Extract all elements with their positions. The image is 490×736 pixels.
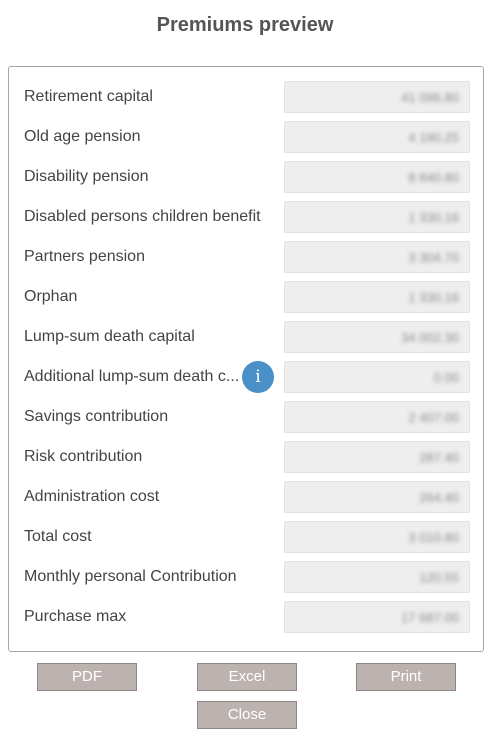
value-text: 1 330.16 xyxy=(408,290,459,305)
value-field: 2 407.00 xyxy=(284,401,470,433)
excel-button[interactable]: Excel xyxy=(197,663,297,691)
value-text: 8 840.80 xyxy=(408,170,459,185)
value-field: 41 096.80 xyxy=(284,81,470,113)
dialog-title: Premiums preview xyxy=(156,14,334,36)
value-text: 0.00 xyxy=(433,370,459,385)
row-label: Old age pension xyxy=(24,128,141,145)
value-field: 17 687.00 xyxy=(284,601,470,633)
value-text: 287.40 xyxy=(419,450,459,465)
row-old-age-pension: Old age pension 4 190.25 xyxy=(9,120,483,154)
row-disability-pension: Disability pension 8 840.80 xyxy=(9,160,483,194)
info-icon[interactable]: i xyxy=(242,361,274,393)
value-text: 34 002.30 xyxy=(401,330,459,345)
value-text: 1 330.16 xyxy=(408,210,459,225)
value-field: 1 330.16 xyxy=(284,281,470,313)
value-field: 3 304.70 xyxy=(284,241,470,273)
row-label: Disabled persons children benefit xyxy=(24,208,261,225)
premiums-panel: Retirement capital 41 096.80 Old age pen… xyxy=(8,66,484,652)
row-administration-cost: Administration cost 264.40 xyxy=(9,480,483,514)
row-label: Total cost xyxy=(24,528,92,545)
row-orphan: Orphan 1 330.16 xyxy=(9,280,483,314)
row-disabled-persons-children-benefit: Disabled persons children benefit 1 330.… xyxy=(9,200,483,234)
row-additional-lump-sum-death-capital: Additional lump-sum death c... i 0.00 xyxy=(9,360,483,394)
value-field: 34 002.30 xyxy=(284,321,470,353)
row-label: Lump-sum death capital xyxy=(24,328,195,345)
value-field: 4 190.25 xyxy=(284,121,470,153)
row-total-cost: Total cost 3 010.80 xyxy=(9,520,483,554)
value-text: 41 096.80 xyxy=(401,90,459,105)
row-label: Purchase max xyxy=(24,608,127,625)
row-savings-contribution: Savings contribution 2 407.00 xyxy=(9,400,483,434)
pdf-button[interactable]: PDF xyxy=(37,663,137,691)
value-field: 264.40 xyxy=(284,481,470,513)
value-text: 4 190.25 xyxy=(408,130,459,145)
value-field: 287.40 xyxy=(284,441,470,473)
value-field: 0.00 xyxy=(284,361,470,393)
value-text: 2 407.00 xyxy=(408,410,459,425)
row-label: Disability pension xyxy=(24,168,149,185)
value-text: 264.40 xyxy=(419,490,459,505)
row-partners-pension: Partners pension 3 304.70 xyxy=(9,240,483,274)
close-button[interactable]: Close xyxy=(197,701,297,729)
row-lump-sum-death-capital: Lump-sum death capital 34 002.30 xyxy=(9,320,483,354)
row-risk-contribution: Risk contribution 287.40 xyxy=(9,440,483,474)
row-retirement-capital: Retirement capital 41 096.80 xyxy=(9,80,483,114)
row-monthly-personal-contribution: Monthly personal Contribution 120.55 xyxy=(9,560,483,594)
value-text: 17 687.00 xyxy=(401,610,459,625)
value-field: 8 840.80 xyxy=(284,161,470,193)
value-text: 3 304.70 xyxy=(408,250,459,265)
row-label: Partners pension xyxy=(24,248,145,265)
print-button[interactable]: Print xyxy=(356,663,456,691)
row-label: Additional lump-sum death c... xyxy=(24,368,240,385)
row-purchase-max: Purchase max 17 687.00 xyxy=(9,600,483,634)
row-label: Risk contribution xyxy=(24,448,143,465)
row-label: Savings contribution xyxy=(24,408,169,425)
value-field: 120.55 xyxy=(284,561,470,593)
row-label: Orphan xyxy=(24,288,78,305)
row-label: Monthly personal Contribution xyxy=(24,568,237,585)
row-label: Retirement capital xyxy=(24,88,153,105)
row-label: Administration cost xyxy=(24,488,160,505)
value-text: 3 010.80 xyxy=(408,530,459,545)
value-text: 120.55 xyxy=(419,570,459,585)
value-field: 1 330.16 xyxy=(284,201,470,233)
value-field: 3 010.80 xyxy=(284,521,470,553)
